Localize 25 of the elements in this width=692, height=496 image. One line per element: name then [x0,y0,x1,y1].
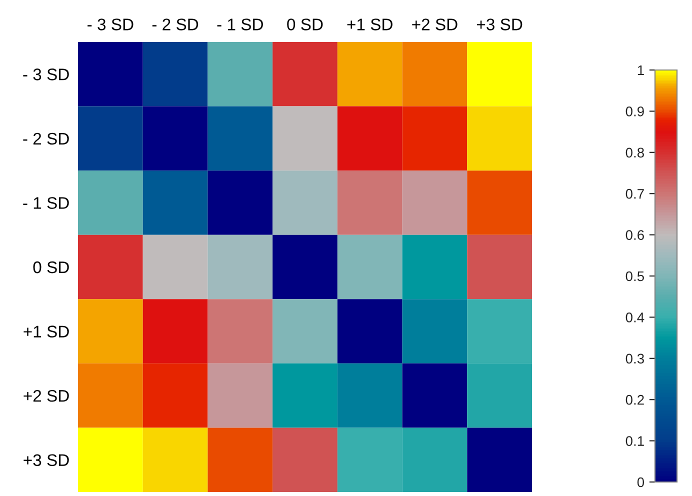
color-bar-label: 0.9 [626,106,644,116]
x-tick-label: - 2 SD [152,18,198,30]
y-tick-label: - 2 SD [23,132,69,145]
color-bar-label: 0.6 [626,230,644,240]
x-tick-label: +1 SD [347,18,392,30]
x-tick-label: - 3 SD [88,18,134,30]
color-bar-label: 0.5 [626,271,644,282]
color-bar-label: 1 [638,65,644,76]
color-bar-label: 0.8 [626,148,644,158]
color-bar-label: 0.3 [626,354,644,364]
y-tick-label: +1 SD [24,326,69,338]
x-tick-label: +3 SD [476,18,522,30]
color-bar-label: 0.2 [626,394,644,405]
x-tick-label: - 1 SD [217,18,263,30]
color-bar-label: 0.4 [626,312,644,322]
y-tick-label: - 1 SD [23,197,69,209]
color-bar-label: 0.7 [626,188,644,199]
y-tick-label: 0 SD [33,261,69,274]
color-bar-label: 0 [637,477,644,488]
y-tick-label: +3 SD [24,454,69,466]
color-bar-label: 0.1 [626,436,644,446]
x-tick-label: +2 SD [412,18,458,30]
y-tick-label: +2 SD [24,390,69,402]
x-tick-label: 0 SD [287,18,323,30]
y-tick-label: - 3 SD [23,68,69,80]
